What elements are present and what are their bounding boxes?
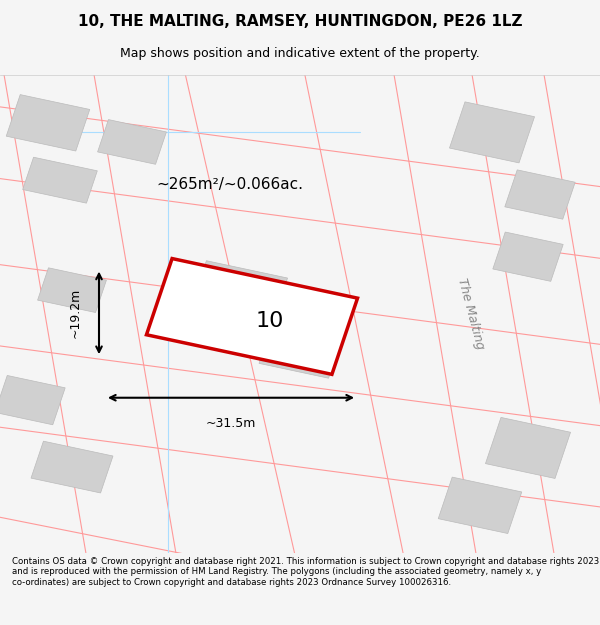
- Text: 10, THE MALTING, RAMSEY, HUNTINGDON, PE26 1LZ: 10, THE MALTING, RAMSEY, HUNTINGDON, PE2…: [78, 14, 522, 29]
- Polygon shape: [38, 268, 106, 312]
- Polygon shape: [505, 170, 575, 219]
- Polygon shape: [438, 477, 522, 534]
- Polygon shape: [493, 232, 563, 281]
- Polygon shape: [449, 102, 535, 163]
- Text: Contains OS data © Crown copyright and database right 2021. This information is : Contains OS data © Crown copyright and d…: [12, 557, 599, 586]
- Polygon shape: [31, 441, 113, 493]
- Text: ~19.2m: ~19.2m: [68, 288, 82, 338]
- Text: Map shows position and indicative extent of the property.: Map shows position and indicative extent…: [120, 48, 480, 61]
- Text: ~265m²/~0.066ac.: ~265m²/~0.066ac.: [156, 177, 303, 192]
- Polygon shape: [193, 261, 287, 319]
- Polygon shape: [98, 119, 166, 164]
- Text: 10: 10: [256, 311, 284, 331]
- Text: The Malting: The Malting: [455, 277, 487, 351]
- Polygon shape: [6, 94, 90, 151]
- Polygon shape: [146, 259, 358, 374]
- Polygon shape: [0, 376, 65, 425]
- Text: ~31.5m: ~31.5m: [206, 417, 256, 430]
- Polygon shape: [259, 326, 341, 378]
- Polygon shape: [485, 418, 571, 479]
- Polygon shape: [23, 158, 97, 203]
